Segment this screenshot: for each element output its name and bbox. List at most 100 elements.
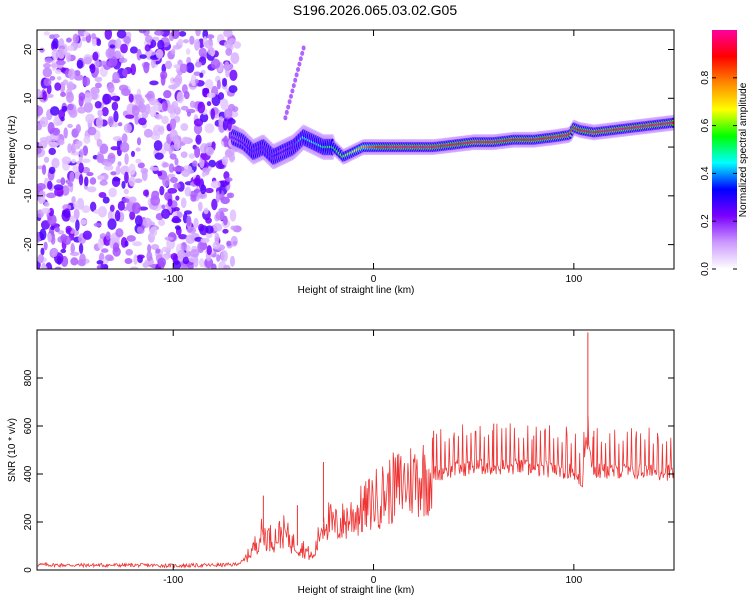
noise-cell — [194, 38, 201, 51]
noise-cell — [43, 31, 50, 36]
noise-cell — [50, 225, 55, 231]
noise-cell — [205, 217, 212, 224]
noise-cell — [199, 112, 209, 123]
noise-cell — [63, 127, 68, 139]
noise-cell — [160, 73, 166, 86]
noise-cell — [118, 84, 129, 92]
noise-cell — [216, 79, 221, 90]
noise-cell — [89, 63, 96, 74]
noise-cell — [134, 115, 140, 125]
noise-cell — [195, 134, 202, 145]
noise-cell — [226, 240, 232, 247]
noise-cell — [60, 233, 68, 243]
noise-cell — [110, 95, 121, 101]
noise-cell — [65, 91, 74, 103]
noise-cell — [107, 83, 115, 94]
noise-cell — [210, 108, 216, 120]
noise-cell — [69, 215, 76, 223]
noise-cell — [115, 38, 122, 49]
noise-cell — [218, 207, 229, 213]
noise-cell — [155, 49, 164, 59]
noise-cell — [43, 62, 52, 69]
noise-cell — [123, 123, 132, 134]
noise-cell — [98, 175, 105, 180]
noise-cell — [230, 235, 238, 247]
noise-cell — [179, 63, 188, 74]
noise-cell — [167, 198, 173, 207]
noise-cell — [40, 247, 45, 256]
noise-cell — [107, 210, 113, 221]
noise-cell — [78, 92, 86, 101]
noise-cell — [182, 256, 190, 265]
noise-cell — [67, 143, 72, 154]
noise-cell — [218, 116, 224, 126]
noise-cell — [54, 266, 62, 269]
noise-cell — [86, 186, 97, 193]
noise-cell — [183, 91, 190, 100]
noise-cell — [99, 143, 109, 155]
noise-cell — [174, 225, 181, 230]
noise-cell — [139, 54, 147, 59]
noise-cell — [73, 201, 79, 209]
noise-cell — [94, 82, 102, 89]
noise-cell — [123, 188, 129, 195]
noise-cell — [47, 122, 55, 134]
noise-cell — [186, 215, 192, 227]
noise-cell — [180, 151, 188, 159]
noise-cell — [167, 187, 178, 194]
noise-cell — [229, 255, 235, 267]
noise-cell — [117, 122, 123, 127]
noise-cell — [149, 80, 159, 86]
noise-cell — [144, 258, 155, 266]
snr-y-tick-label: 0 — [23, 567, 34, 573]
noise-cell — [56, 179, 62, 184]
colorbar-tick-label: 0.0 — [700, 262, 711, 276]
noise-cell — [180, 197, 187, 209]
noise-cell — [173, 76, 181, 88]
noise-cell — [178, 233, 188, 240]
noise-cell — [61, 185, 70, 196]
noise-cell — [230, 225, 237, 231]
spectrogram-y-tick-label: 20 — [23, 44, 34, 56]
noise-cell — [162, 175, 170, 188]
noise-cell — [176, 249, 186, 259]
noise-cell — [128, 93, 134, 103]
noise-cell — [82, 145, 89, 156]
noise-cell — [95, 116, 104, 129]
noise-cell — [210, 180, 221, 189]
noise-cell — [193, 255, 199, 268]
noise-cell — [145, 34, 153, 43]
noise-cell — [118, 57, 128, 63]
noise-cell — [195, 30, 201, 37]
noise-cell — [83, 31, 90, 37]
noise-cell — [54, 82, 62, 91]
noise-cell — [204, 123, 215, 134]
spectrogram-frame — [36, 29, 675, 270]
noise-cell — [169, 117, 177, 130]
noise-cell — [167, 106, 175, 114]
noise-cell — [187, 260, 194, 269]
noise-cell — [96, 265, 102, 269]
colorbar-tick-label: 0.6 — [700, 118, 711, 132]
streak-cell — [283, 115, 288, 121]
noise-cell — [204, 257, 214, 269]
noise-cell — [157, 39, 165, 50]
noise-cell — [117, 161, 122, 167]
streak-cell — [288, 93, 293, 99]
noise-cell — [102, 93, 112, 105]
noise-cell — [224, 149, 233, 158]
noise-cell — [60, 177, 66, 186]
noise-cell — [54, 226, 60, 233]
noise-cell — [107, 152, 116, 164]
noise-cell — [49, 106, 60, 116]
noise-cell — [41, 164, 47, 175]
noise-cell — [193, 177, 201, 186]
noise-cell — [97, 109, 103, 117]
noise-cell — [168, 163, 175, 173]
noise-cell — [39, 228, 47, 241]
noise-cell — [175, 195, 180, 201]
spectrogram-x-tick-label: 0 — [371, 274, 377, 285]
noise-cell — [101, 106, 109, 117]
noise-cell — [40, 220, 51, 230]
noise-cell — [90, 91, 98, 100]
